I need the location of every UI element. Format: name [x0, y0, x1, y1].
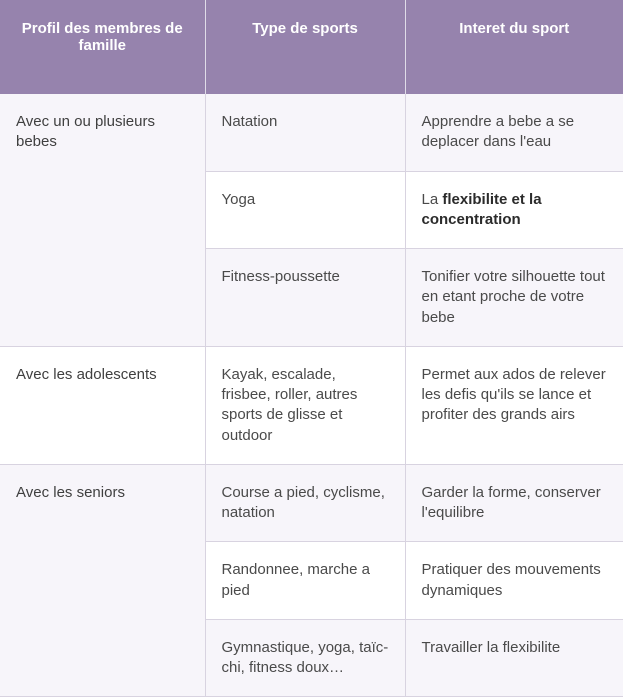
- cell-sport: Gymnastique, yoga, taïc-chi, fitness dou…: [205, 619, 405, 697]
- table-row: Avec un ou plusieurs bebes Natation Appr…: [0, 94, 623, 171]
- cell-sport: Randonnee, marche a pied: [205, 542, 405, 620]
- cell-interest: Apprendre a bebe a se deplacer dans l'ea…: [405, 94, 623, 171]
- col-header-profile: Profil des membres de famille: [0, 0, 205, 94]
- cell-profile: Avec les adolescents: [0, 346, 205, 464]
- cell-profile: Avec un ou plusieurs bebes: [0, 94, 205, 346]
- cell-sport: Course a pied, cyclisme, natation: [205, 464, 405, 542]
- interest-prefix: La: [422, 191, 443, 208]
- cell-profile: Avec les seniors: [0, 464, 205, 697]
- table-header-row: Profil des membres de famille Type de sp…: [0, 0, 623, 94]
- col-header-interest: Interet du sport: [405, 0, 623, 94]
- cell-interest: Garder la forme, conserver l'equilibre: [405, 464, 623, 542]
- col-header-sport-type: Type de sports: [205, 0, 405, 94]
- cell-sport: Natation: [205, 94, 405, 171]
- cell-interest: Tonifier votre silhouette tout en etant …: [405, 249, 623, 347]
- cell-interest: Travailler la flexibilite: [405, 619, 623, 697]
- cell-sport: Kayak, escalade, frisbee, roller, autres…: [205, 346, 405, 464]
- cell-sport: Yoga: [205, 171, 405, 249]
- cell-interest: Pratiquer des mouvements dynamiques: [405, 542, 623, 620]
- table-row: Avec les adolescents Kayak, escalade, fr…: [0, 346, 623, 464]
- cell-interest: La flexibilite et la concentration: [405, 171, 623, 249]
- cell-interest: Permet aux ados de relever les defis qu'…: [405, 346, 623, 464]
- table-row: Avec les seniors Course a pied, cyclisme…: [0, 464, 623, 542]
- family-sports-table: Profil des membres de famille Type de sp…: [0, 0, 623, 697]
- cell-sport: Fitness-poussette: [205, 249, 405, 347]
